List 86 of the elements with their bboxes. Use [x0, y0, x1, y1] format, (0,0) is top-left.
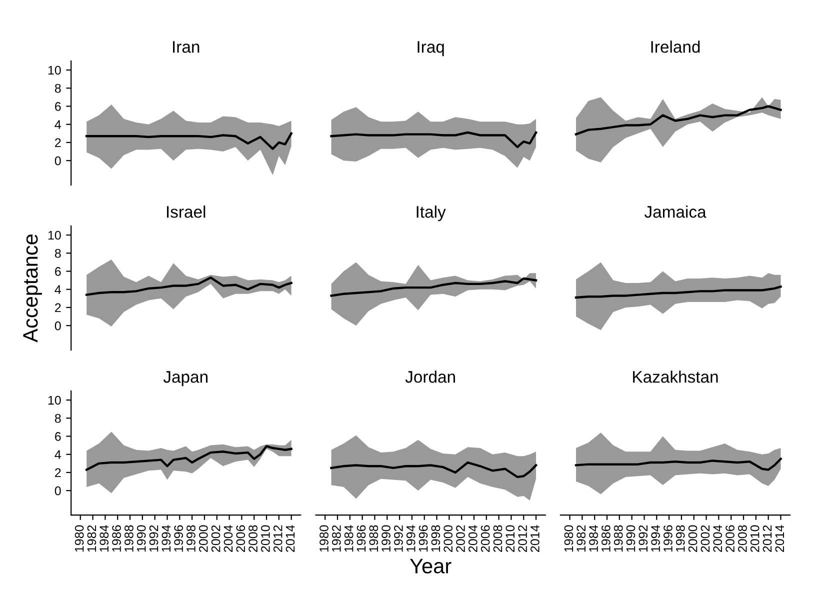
y-tick-label: 0 [54, 156, 61, 166]
x-tick-label: 1986 [356, 525, 366, 552]
x-tick-label: 2012 [762, 525, 772, 552]
chart-title: Ireland [651, 40, 700, 53]
x-tick-label: 1994 [406, 525, 416, 552]
x-tick-label: 2000 [198, 525, 208, 552]
x-tick-label: 1980 [564, 525, 574, 552]
x-tick-label: 1990 [626, 525, 636, 552]
x-tick-label: 1988 [124, 525, 134, 552]
x-tick-label: 1996 [418, 525, 428, 552]
x-tick-label: 1982 [576, 525, 586, 552]
y-tick-label: 6 [55, 102, 61, 111]
x-tick-label: 2008 [248, 525, 258, 552]
x-tick-label: 2006 [726, 525, 734, 552]
chart-title: Jordan [405, 370, 455, 383]
y-tick-label: 2 [55, 303, 61, 312]
y-tick-label: 6 [55, 267, 61, 276]
x-tick-label: 1988 [614, 525, 623, 552]
x-tick-label: 2004 [713, 525, 722, 552]
y-tick-label: 8 [54, 84, 61, 93]
x-tick-label: 2014 [530, 525, 540, 552]
y-tick-label: 2 [55, 468, 61, 478]
y-tick-label: 4 [54, 285, 61, 294]
x-tick-label: 2000 [444, 525, 453, 552]
x-tick-label: 2004 [468, 525, 478, 552]
x-tick-label: 1982 [87, 525, 96, 552]
x-tick-label: 1988 [369, 525, 378, 552]
x-tick-label: 2010 [750, 525, 760, 552]
y-tick-label: 2 [55, 138, 61, 148]
x-tick-label: 1994 [162, 525, 171, 552]
x-tick-label: 1986 [602, 525, 610, 552]
x-tick-label: 2006 [480, 525, 490, 552]
chart-title: Japan [163, 371, 208, 386]
chart-title: Kazakhstan [633, 370, 718, 383]
x-tick-label: 1996 [664, 525, 672, 552]
x-tick-label: 1996 [174, 525, 184, 552]
chart-title: Iraq [418, 41, 444, 56]
x-tick-label: 1980 [74, 525, 84, 552]
y-tick-label: 4 [54, 120, 61, 129]
chart-title: Iran [173, 41, 200, 53]
x-tick-label: 2008 [493, 525, 502, 552]
x-tick-label: 1984 [100, 525, 109, 552]
x-axis-title: Year [410, 558, 452, 574]
y-tick-label: 10 [48, 66, 61, 75]
y-tick-label: 8 [54, 248, 61, 258]
x-tick-label: 2012 [273, 525, 282, 552]
x-tick-label: 1984 [344, 525, 354, 552]
x-tick-label: 1980 [320, 525, 328, 552]
x-tick-label: 1998 [431, 525, 440, 552]
x-tick-label: 2008 [738, 525, 747, 552]
x-tick-label: 1992 [394, 525, 403, 552]
y-tick-label: 0 [54, 321, 61, 330]
x-tick-label: 2004 [224, 525, 233, 552]
x-tick-label: 1984 [589, 525, 598, 552]
line-series [85, 132, 292, 150]
x-tick-label: 2002 [211, 525, 220, 552]
y-axis-title: Acceptance [23, 234, 42, 342]
y-tick-label: 4 [54, 450, 61, 459]
x-tick-label: 1998 [186, 525, 196, 552]
line-series [85, 276, 292, 296]
chart-title: Jamaica [644, 206, 706, 218]
x-tick-label: 1994 [651, 525, 660, 552]
x-tick-label: 1998 [676, 525, 685, 552]
x-tick-label: 2002 [700, 525, 710, 552]
line-series [85, 445, 292, 471]
x-tick-label: 2012 [518, 525, 527, 552]
x-tick-label: 2014 [775, 525, 784, 552]
chart-title: Israel [167, 206, 206, 218]
x-tick-label: 1992 [149, 525, 158, 552]
y-tick-label: 0 [54, 486, 61, 496]
x-tick-label: 1990 [136, 525, 146, 552]
x-tick-label: 2002 [456, 525, 465, 552]
x-tick-label: 2000 [688, 525, 698, 552]
chart-title: Italy [416, 206, 446, 222]
x-tick-label: 1992 [638, 525, 648, 552]
y-tick-label: 10 [48, 396, 61, 405]
x-tick-label: 2010 [506, 525, 515, 552]
x-tick-label: 1982 [332, 525, 341, 552]
x-tick-label: 2014 [286, 525, 295, 552]
x-tick-label: 1990 [382, 525, 390, 552]
x-tick-label: 1986 [112, 525, 121, 552]
x-tick-label: 2006 [236, 525, 246, 552]
x-tick-label: 2010 [261, 525, 270, 552]
y-tick-label: 6 [55, 432, 61, 441]
y-tick-label: 8 [54, 414, 61, 423]
y-tick-label: 10 [48, 230, 61, 240]
